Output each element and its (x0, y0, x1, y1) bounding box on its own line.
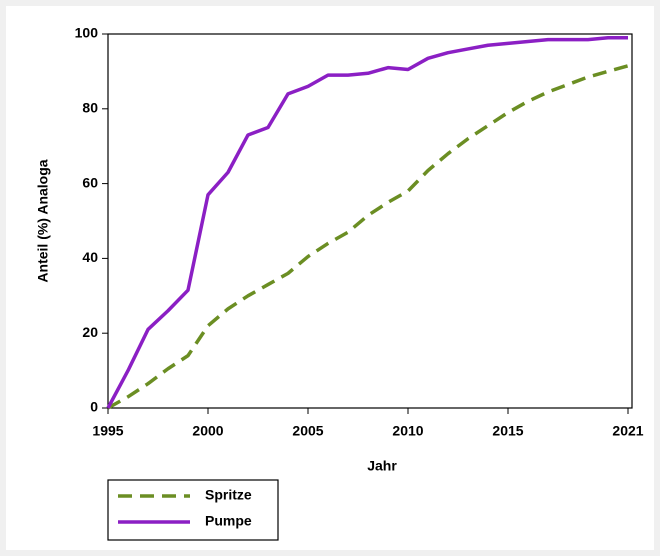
line-series (106, 35, 628, 409)
y-tick-label: 20 (82, 324, 98, 340)
x-tick-label: 2005 (292, 423, 323, 439)
legend-label: Spritze (205, 487, 252, 503)
legend-box (107, 479, 279, 541)
x-tick-label: 2015 (492, 423, 523, 439)
x-tick-label: 1995 (92, 423, 123, 439)
line-series (107, 64, 629, 410)
plot-frame (107, 33, 633, 409)
x-tick-label: 2000 (192, 423, 223, 439)
y-axis-label: Anteil (%) Analoga (35, 159, 51, 282)
x-axis-label: Jahr (367, 458, 397, 474)
y-tick-label: 60 (82, 174, 98, 190)
x-tick-label: 2021 (612, 423, 643, 439)
y-tick-label: 100 (75, 25, 99, 41)
y-tick-label: 0 (90, 399, 98, 415)
x-tick-label: 2010 (392, 423, 423, 439)
legend-label: Pumpe (205, 513, 252, 529)
chart-background (6, 6, 654, 550)
y-tick-label: 80 (82, 100, 98, 116)
y-tick-label: 40 (82, 249, 98, 265)
